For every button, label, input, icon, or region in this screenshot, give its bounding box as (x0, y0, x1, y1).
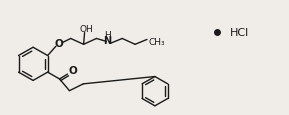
Text: O: O (68, 66, 77, 76)
Text: CH₃: CH₃ (149, 38, 165, 46)
Text: N: N (103, 36, 112, 46)
Text: HCl: HCl (229, 27, 249, 37)
Text: O: O (54, 39, 63, 49)
Text: OH: OH (80, 25, 93, 34)
Text: H: H (104, 31, 111, 40)
